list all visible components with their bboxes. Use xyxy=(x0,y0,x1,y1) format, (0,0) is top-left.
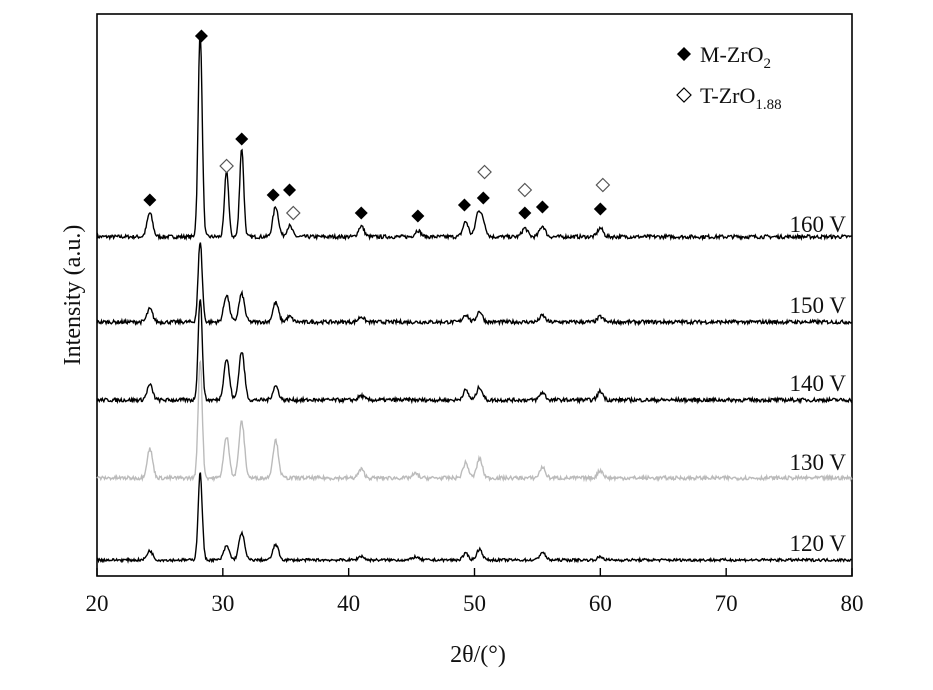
filled-diamond-marker-icon xyxy=(143,193,157,207)
x-tick-label: 20 xyxy=(86,591,109,616)
open-diamond-marker-icon xyxy=(477,164,492,180)
x-tick-label: 30 xyxy=(211,591,234,616)
filled-diamond-marker-icon xyxy=(518,206,532,220)
open-diamond-marker-icon xyxy=(517,182,533,198)
open-diamond-marker-icon xyxy=(219,158,234,174)
filled-diamond-marker-icon xyxy=(194,29,208,43)
series-line-130v xyxy=(96,359,853,483)
filled-diamond-marker-icon xyxy=(476,191,490,205)
series-line-120v xyxy=(96,472,853,564)
series-line-160v xyxy=(96,34,853,242)
series-line-150v xyxy=(96,242,853,327)
filled-diamond-marker-icon xyxy=(235,132,249,146)
x-tick-label: 40 xyxy=(337,591,360,616)
series-label: 130 V xyxy=(790,450,847,475)
filled-diamond-marker-icon xyxy=(593,202,607,216)
legend-open-diamond-icon xyxy=(676,87,692,103)
legend: M-ZrO2 T-ZrO1.88 xyxy=(676,42,782,113)
legend-filled-diamond-icon xyxy=(677,47,691,61)
x-axis-ticks: 20 30 40 50 60 70 80 xyxy=(86,568,864,616)
filled-diamond-marker-icon xyxy=(457,198,471,212)
open-diamond-marker-icon xyxy=(285,205,301,221)
phase-markers xyxy=(143,29,611,223)
series-label: 140 V xyxy=(790,371,847,396)
series-label: 150 V xyxy=(790,293,847,318)
x-tick-label: 80 xyxy=(841,591,864,616)
series-label: 120 V xyxy=(790,531,847,556)
legend-label-t-zro188: T-ZrO1.88 xyxy=(700,83,782,113)
y-axis-title: Intensity (a.u.) xyxy=(60,225,86,366)
x-tick-label: 50 xyxy=(463,591,486,616)
x-tick-label: 60 xyxy=(589,591,612,616)
series-labels: 160 V 150 V 140 V 130 V 120 V xyxy=(790,212,847,556)
filled-diamond-marker-icon xyxy=(266,188,280,202)
filled-diamond-marker-icon xyxy=(411,209,425,223)
x-axis-title: 2θ/(°) xyxy=(450,642,506,668)
x-tick-label: 70 xyxy=(715,591,738,616)
traces xyxy=(96,34,853,564)
filled-diamond-marker-icon xyxy=(535,200,549,214)
filled-diamond-marker-icon xyxy=(283,183,297,197)
series-line-140v xyxy=(96,299,853,405)
series-label: 160 V xyxy=(790,212,847,237)
legend-label-m-zro2: M-ZrO2 xyxy=(700,42,771,72)
open-diamond-marker-icon xyxy=(595,177,611,193)
filled-diamond-marker-icon xyxy=(354,206,368,220)
